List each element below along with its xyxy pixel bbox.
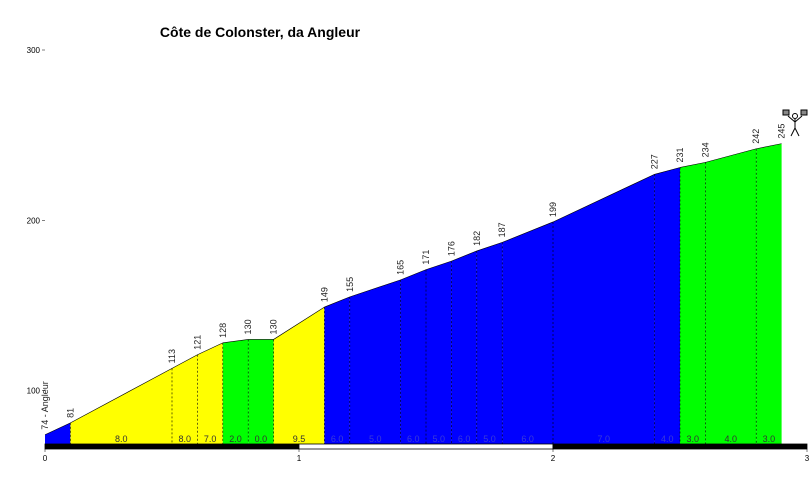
- point-label: 187: [497, 222, 507, 237]
- point-label: 171: [421, 250, 431, 265]
- point-label: 245: [777, 124, 787, 139]
- segment-top: [502, 221, 554, 243]
- grade-label: 5.0: [432, 434, 445, 444]
- y-tick-label: 300: [27, 46, 41, 55]
- point-label: 121: [192, 335, 202, 350]
- profile-segment: [451, 250, 477, 445]
- segment-top: [476, 242, 503, 252]
- profile-segment: [502, 221, 553, 445]
- point-label: 128: [218, 323, 228, 338]
- point-label: 231: [675, 147, 685, 162]
- finish-icon: [782, 109, 808, 137]
- segment-top: [679, 162, 706, 168]
- grade-label: 6.0: [521, 434, 534, 444]
- point-label: 242: [751, 129, 761, 144]
- point-label: 81: [65, 408, 75, 418]
- grade-label: 9.5: [293, 434, 306, 444]
- point-label: 149: [319, 287, 329, 302]
- segment-top: [654, 167, 681, 175]
- grade-label: 0.0: [255, 434, 268, 444]
- point-label: 74 - Angleur: [40, 381, 50, 430]
- y-tick-label: 100: [27, 387, 41, 396]
- point-label: 227: [650, 154, 660, 169]
- grade-label: 5.0: [483, 434, 496, 444]
- segment-top: [324, 296, 350, 308]
- grade-label: 8.0: [178, 434, 191, 444]
- segment-top: [425, 260, 452, 270]
- point-label: 182: [472, 231, 482, 246]
- profile-segment: [756, 143, 782, 445]
- point-label: 176: [446, 241, 456, 256]
- grade-label: 3.0: [686, 434, 699, 444]
- segment-top: [451, 250, 477, 262]
- segment-top: [70, 368, 173, 424]
- grade-label: 7.0: [598, 434, 611, 444]
- km-bar: [44, 443, 300, 450]
- grade-label: 5.0: [369, 434, 382, 444]
- profile-segment: [349, 279, 401, 445]
- x-tick-label: 1: [297, 454, 302, 463]
- grade-label: 6.0: [407, 434, 420, 444]
- segment-top: [400, 269, 427, 281]
- point-label: 155: [345, 277, 355, 292]
- profile-segment: [324, 296, 350, 445]
- segment-top: [552, 174, 655, 223]
- segment-top: [756, 143, 782, 150]
- y-tick-label: 200: [27, 216, 41, 225]
- km-bar: [298, 443, 554, 450]
- grade-label: 6.0: [331, 434, 344, 444]
- profile-segment: [45, 422, 71, 445]
- segment-top: [705, 148, 757, 163]
- profile-segment: [172, 354, 198, 445]
- km-bar: [552, 443, 808, 450]
- profile-segment: [654, 167, 680, 445]
- x-tick-label: 3: [805, 454, 810, 463]
- profile-segment: [426, 261, 452, 445]
- profile-segment: [553, 174, 655, 445]
- point-label: 199: [548, 202, 558, 217]
- profile-segment: [705, 148, 757, 445]
- point-label: 165: [396, 260, 406, 275]
- profile-segment: [400, 269, 426, 445]
- profile-segment: [222, 339, 249, 445]
- profile-segment: [70, 368, 172, 445]
- segment-top: [273, 306, 325, 340]
- grade-label: 3.0: [763, 434, 776, 444]
- segment-top: [349, 279, 401, 298]
- segment-top: [222, 339, 249, 344]
- point-label: 113: [167, 349, 177, 363]
- profile-segment: [248, 339, 274, 445]
- grade-label: 6.0: [458, 434, 471, 444]
- x-tick-label: 0: [43, 454, 48, 463]
- segment-top: [44, 422, 71, 436]
- point-label: 234: [700, 142, 710, 157]
- x-tick-label: 2: [551, 454, 556, 463]
- segment-top: [197, 342, 223, 356]
- profile-segment: [197, 342, 223, 445]
- point-label: 130: [243, 319, 253, 334]
- point-label: 130: [269, 319, 279, 334]
- profile-segment: [273, 307, 325, 445]
- grade-label: 8.0: [115, 434, 128, 444]
- grade-label: 2.0: [229, 434, 242, 444]
- grade-label: 7.0: [204, 434, 217, 444]
- segment-top: [171, 354, 198, 369]
- profile-segment: [680, 162, 706, 445]
- chart-title: Côte de Colonster, da Angleur: [160, 24, 361, 40]
- profile-segment: [476, 242, 503, 445]
- grade-label: 4.0: [725, 434, 738, 444]
- grade-label: 4.0: [661, 434, 674, 444]
